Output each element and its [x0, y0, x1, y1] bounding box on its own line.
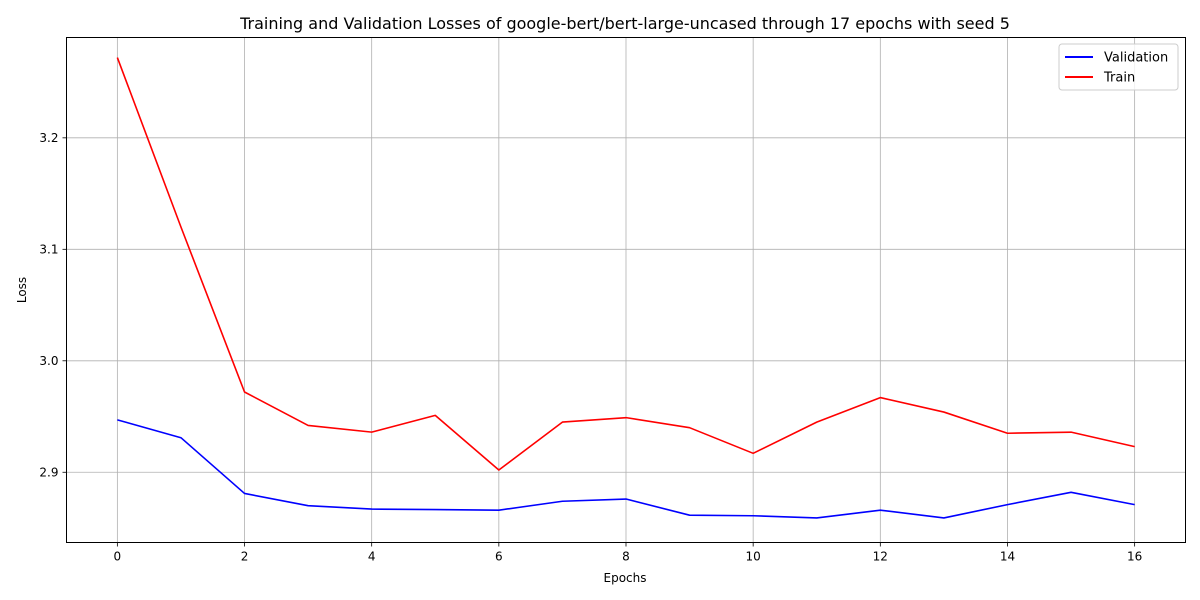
- x-tick-label: 8: [622, 550, 630, 564]
- x-tick-label: 10: [746, 550, 761, 564]
- x-tick-label: 14: [1000, 550, 1015, 564]
- x-tick-label: 4: [368, 550, 376, 564]
- x-tick-label: 0: [114, 550, 122, 564]
- x-tick-label: 12: [873, 550, 888, 564]
- legend-label-train: Train: [1103, 71, 1135, 86]
- y-axis-title: Loss: [15, 277, 29, 303]
- chart-title: Training and Validation Losses of google…: [239, 14, 1010, 33]
- y-tick-label: 3.2: [39, 131, 58, 145]
- y-axis-ticks: 2.9 3.0 3.1 3.2: [39, 131, 67, 479]
- y-tick-label: 3.0: [39, 354, 58, 368]
- legend: Validation Train: [1058, 43, 1179, 91]
- plot-frame: [66, 37, 1186, 543]
- series-lines: [116, 57, 1135, 519]
- y-tick-label: 2.9: [39, 465, 58, 479]
- x-axis-title: Epochs: [604, 571, 647, 585]
- y-tick-label: 3.1: [39, 242, 58, 256]
- x-tick-label: 2: [241, 550, 249, 564]
- x-tick-label: 16: [1127, 550, 1142, 564]
- x-tick-label: 6: [495, 550, 503, 564]
- x-axis-ticks: 0 2 4 6 8 10 12 14 16: [114, 542, 1142, 564]
- gridlines: [66, 37, 1186, 543]
- legend-label-validation: Validation: [1104, 51, 1168, 66]
- legend-box: [1058, 43, 1179, 91]
